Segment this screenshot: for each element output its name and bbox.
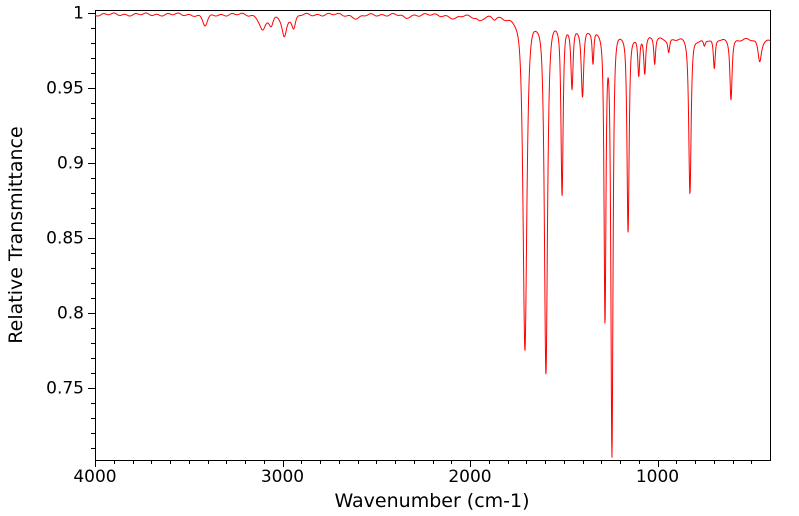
y-tick-label: 1 xyxy=(73,4,84,24)
spectrum-line xyxy=(94,12,771,458)
y-tick-label: 0.95 xyxy=(46,79,84,99)
y-tick-label: 0.9 xyxy=(57,154,84,174)
x-tick-label: 4000 xyxy=(73,467,116,487)
x-axis-title: Wavenumber (cm-1) xyxy=(334,490,530,512)
x-tick-label: 1000 xyxy=(636,467,679,487)
x-tick-label: 3000 xyxy=(261,467,304,487)
plot-frame xyxy=(95,10,771,461)
y-tick-label: 0.85 xyxy=(46,229,84,249)
y-tick-label: 0.8 xyxy=(57,304,84,324)
y-tick-label: 0.75 xyxy=(46,379,84,399)
x-tick-label: 2000 xyxy=(448,467,491,487)
y-axis-title: Relative Transmittance xyxy=(5,126,27,344)
